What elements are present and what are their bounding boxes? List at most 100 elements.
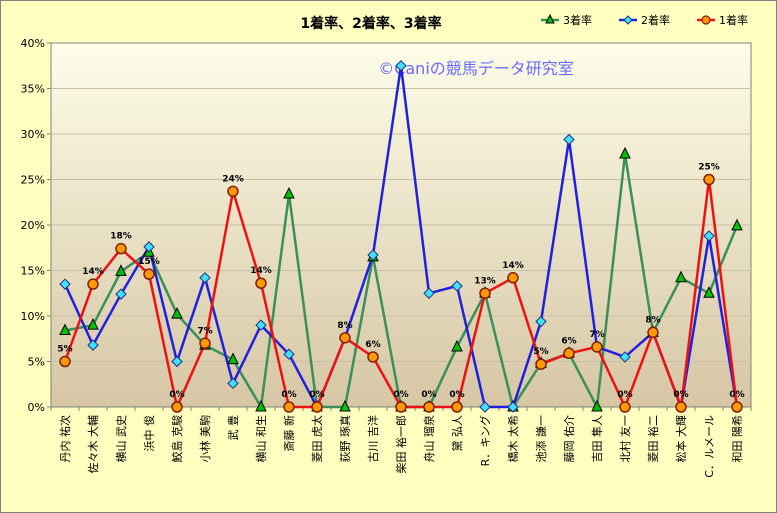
y-tick-label: 15% bbox=[21, 265, 45, 278]
category-label: 鮫島 克駿 bbox=[170, 415, 184, 463]
data-label: 0% bbox=[449, 390, 464, 400]
data-label: 14% bbox=[502, 261, 524, 271]
data-label: 24% bbox=[222, 174, 244, 184]
point-marker bbox=[591, 399, 603, 412]
category-label: 浜中 俊 bbox=[142, 415, 156, 452]
category-label: 武 豊 bbox=[227, 415, 240, 441]
point-marker bbox=[367, 351, 379, 363]
point-marker bbox=[339, 399, 351, 412]
category-label: 和田 陽希 bbox=[730, 415, 744, 463]
y-tick-label: 5% bbox=[28, 356, 45, 369]
data-label: 6% bbox=[365, 340, 380, 350]
point-marker bbox=[703, 173, 715, 186]
point-marker bbox=[283, 401, 295, 413]
data-label: 5% bbox=[533, 347, 548, 357]
point-marker bbox=[59, 278, 71, 290]
point-marker bbox=[563, 347, 575, 360]
legend-marker bbox=[545, 13, 555, 24]
point-marker bbox=[535, 358, 547, 370]
legend-label: 1着率 bbox=[719, 13, 748, 27]
watermark: ©Caniの競馬データ研究室 bbox=[378, 59, 574, 78]
y-tick-label: 30% bbox=[21, 128, 45, 141]
point-marker bbox=[199, 337, 211, 350]
point-marker bbox=[171, 355, 183, 368]
y-tick-label: 0% bbox=[28, 401, 45, 414]
point-marker bbox=[479, 401, 491, 413]
category-label: 黛 弘人 bbox=[451, 415, 464, 452]
category-label: 池添 謙一 bbox=[534, 415, 548, 463]
point-marker bbox=[283, 186, 295, 199]
point-marker bbox=[311, 401, 323, 413]
data-label: 0% bbox=[729, 390, 744, 400]
data-label: 0% bbox=[309, 390, 324, 400]
point-marker bbox=[115, 242, 127, 255]
point-marker bbox=[59, 355, 71, 368]
point-marker bbox=[59, 323, 71, 336]
point-marker bbox=[395, 401, 407, 413]
point-marker bbox=[87, 278, 99, 290]
point-marker bbox=[171, 307, 183, 319]
point-marker bbox=[703, 286, 715, 298]
point-marker bbox=[479, 287, 491, 299]
data-label: 25% bbox=[698, 163, 720, 173]
data-label: 0% bbox=[673, 390, 688, 400]
data-label: 7% bbox=[589, 330, 604, 340]
data-label: 0% bbox=[281, 390, 296, 400]
point-marker bbox=[227, 352, 239, 365]
data-label: 8% bbox=[645, 315, 660, 325]
category-label: R．キング bbox=[478, 415, 492, 466]
category-label: 横山 武史 bbox=[114, 415, 128, 463]
point-marker bbox=[451, 401, 463, 413]
point-marker bbox=[395, 60, 407, 72]
y-tick-label: 40% bbox=[21, 37, 45, 50]
data-label: 6% bbox=[561, 336, 576, 346]
data-label: 0% bbox=[393, 390, 408, 400]
point-marker bbox=[87, 317, 99, 330]
legend-label: 3着率 bbox=[563, 13, 592, 27]
point-marker bbox=[731, 218, 743, 231]
point-marker bbox=[451, 339, 463, 352]
series-markers bbox=[59, 60, 743, 413]
data-label: 0% bbox=[617, 390, 632, 400]
point-marker bbox=[115, 264, 127, 276]
category-label: 吉田 隼人 bbox=[590, 415, 604, 463]
point-marker bbox=[367, 249, 379, 261]
legend-marker bbox=[623, 15, 633, 25]
data-label: 13% bbox=[474, 276, 496, 286]
category-label: 北村 友一 bbox=[618, 415, 632, 463]
point-marker bbox=[283, 348, 295, 360]
point-marker bbox=[423, 287, 435, 299]
category-label: 橋木 太希 bbox=[506, 415, 520, 463]
point-marker bbox=[255, 277, 267, 289]
legend-label: 2着率 bbox=[641, 13, 670, 27]
point-marker bbox=[731, 401, 743, 413]
point-marker bbox=[647, 326, 659, 339]
point-marker bbox=[227, 185, 239, 198]
data-label: 8% bbox=[337, 321, 352, 331]
data-labels: 5% 14% 18% 15% 0% 7% 24% 14% 0% 0% 8% 6% 0% 0% 0% 13% 14… bbox=[57, 163, 744, 401]
point-marker bbox=[619, 401, 631, 413]
data-label: 15% bbox=[138, 257, 160, 267]
point-marker bbox=[535, 315, 547, 328]
point-marker bbox=[339, 332, 351, 344]
point-marker bbox=[563, 133, 575, 146]
y-tick-label: 35% bbox=[21, 83, 45, 96]
point-marker bbox=[451, 280, 463, 292]
category-label: 菱田 裕二 bbox=[647, 415, 660, 463]
chart-title: 1着率、2着率、3着率 bbox=[300, 15, 441, 32]
category-label: C．ルメール bbox=[703, 415, 716, 478]
point-marker bbox=[115, 288, 127, 300]
point-marker bbox=[255, 319, 267, 331]
category-label: 舟山 瑠泉 bbox=[422, 415, 436, 463]
y-tick-label: 20% bbox=[21, 219, 45, 232]
point-marker bbox=[591, 341, 603, 353]
category-label: 柴田 裕一郎 bbox=[394, 415, 408, 474]
category-label: 菱田 虎太 bbox=[311, 415, 324, 463]
point-marker bbox=[675, 270, 687, 283]
data-label: 0% bbox=[169, 390, 184, 400]
data-label: 18% bbox=[110, 232, 132, 242]
x-axis-labels: 丹内 祐次 佐々木 大輔 横山 武史 浜中 俊鮫島 克駿 小林 美駒 武 豊 横山 和生 斎藤… bbox=[58, 415, 744, 478]
category-label: 荻野 琢真 bbox=[338, 415, 352, 463]
